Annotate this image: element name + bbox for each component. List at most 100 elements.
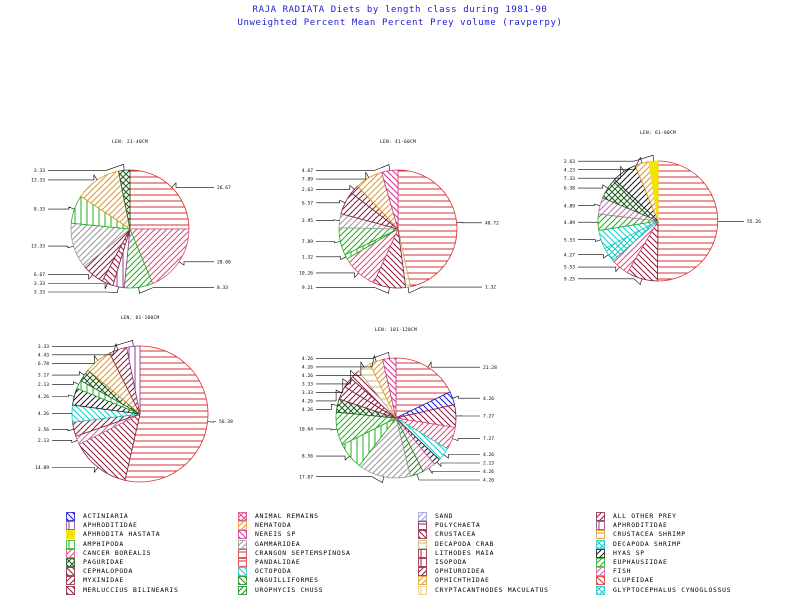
legend-swatch [418,530,427,540]
leader-line [48,173,98,181]
leader-line [48,286,119,294]
legend-label: UROPHYCIS CHUSS [255,585,324,594]
pie-chart-4: LEN: 81-100CM 3.33 4.43 6.78 3.17 2.13 4.26 4.2… [35,315,233,483]
slice-label: 7.89 [302,239,313,245]
pie-slice [395,357,451,419]
leader-line [316,171,370,180]
legend-label: ACTINIARIA [83,512,129,520]
leader-line [316,351,390,359]
pie-title: LEN: 81-100CM [120,315,159,321]
legend-label: CLUPEIDAE [613,576,654,585]
legend-swatch [238,548,247,558]
pie-title: LEN: 41-60CM [380,139,416,145]
slice-label: 1.32 [485,285,496,291]
leader-line [171,182,214,188]
legend-label: SAND [435,512,454,520]
legend-label: POLYCHAETA [435,521,481,530]
leader-line [316,241,341,244]
leader-line [316,389,342,402]
slice-label: 7.27 [483,414,494,420]
slice-label: 7.89 [302,177,313,183]
slice-label: 2.13 [38,382,49,388]
legend-swatch [418,558,427,567]
slice-label: 3.33 [34,168,45,174]
leader-line [578,278,643,286]
legend-label: APHRODITIDAE [83,521,138,530]
legend-label: MYXINIDAE [83,576,124,585]
leader-line [316,378,348,393]
leader-line [578,165,625,179]
slice-label: 4.26 [483,478,494,484]
leader-line [316,476,384,484]
legend-label: AMPHIPODA [83,539,124,548]
leader-line [48,245,74,249]
legend-swatch [238,521,247,531]
slice-label: 56.38 [219,419,233,425]
slice-label: 4.23 [564,167,575,173]
legend-label: PAGURIDAE [83,558,124,566]
slice-label: 20.00 [217,259,231,265]
legend-label: CRUSTACEA [435,530,476,539]
slice-label: 2.13 [38,438,49,444]
legend-swatch [238,576,247,586]
leader-line [316,361,365,376]
slice-label: 3.33 [302,381,313,387]
slice-label: 21.28 [483,365,497,371]
leader-line [578,239,602,243]
slice-label: 4.43 [38,352,49,358]
legend-swatch [238,585,247,595]
slice-label: 4.89 [564,203,575,209]
pie-title: LEN: 101-120CM [375,327,417,333]
legend-label: PANDALIDAE [255,558,301,566]
slice-label: 4.26 [302,356,313,362]
slice-label: 8.56 [302,454,313,460]
legend-swatch [596,539,605,549]
slice-label: 7.27 [483,436,494,442]
leader-line [52,428,74,432]
legend-label: APHRODITA HASTATA [83,530,161,539]
leader-line [316,354,377,368]
legend-label: ANGUILLIFORMES [255,576,319,585]
leader-line [48,283,108,290]
slice-label: 4.26 [483,396,494,402]
legend-label: DECAPODA SHRIMP [613,539,682,548]
legend-swatch [418,521,427,531]
slice-label: 4.26 [483,469,494,475]
main-title: RAJA RADIATA Diets by length class durin… [252,5,548,15]
slice-label: 4.26 [38,411,49,417]
legend-label: CRUSTACEA SHRIMP [613,530,686,539]
slice-label: 4.26 [302,364,313,370]
legend-label: MERLUCCIUS BILINEARIS [83,585,179,594]
slice-label: 3.56 [38,427,49,433]
pie-slice [129,228,190,285]
slice-label: 7.33 [564,176,575,182]
slice-label: 4.67 [302,168,313,174]
slice-label: 9.21 [302,285,313,291]
slice-label: 3.33 [34,290,45,296]
slice-label: 8.33 [34,207,45,213]
slice-label: 1.32 [302,254,313,260]
slice-label: 3.33 [38,344,49,350]
leader-line [138,287,214,294]
pie-chart-2: LEN: 41-60CM 4.67 7.89 2.63 6.57 3.95 7.89 1.32… [299,139,499,294]
pie-slice [358,417,411,479]
legend-label: CRANGON SEPTEMSPINOSA [255,548,351,557]
leader-line [578,184,608,189]
pie-chart-1: LEN: 21-40CM 3.33 13.33 8.33 13.33 6.67 3.33 3.… [31,139,231,296]
leader-line [316,272,359,279]
leader-line [316,184,355,190]
legend-swatch [596,530,605,540]
leader-line [452,438,480,442]
slice-label: 4.26 [302,407,313,413]
legend-swatch [66,585,75,595]
chart-titles: RAJA RADIATA Diets by length class durin… [0,4,800,30]
pie-title: LEN: 21-40CM [112,139,148,145]
slice-label: 4.26 [483,452,494,458]
legend-swatch [238,530,247,540]
pie-slice [124,345,209,483]
legend-swatch [238,558,247,567]
legend-swatch [238,512,247,521]
slice-label: 6.57 [302,200,313,206]
slice-label: 6.38 [564,186,575,192]
leader-line [52,381,79,385]
